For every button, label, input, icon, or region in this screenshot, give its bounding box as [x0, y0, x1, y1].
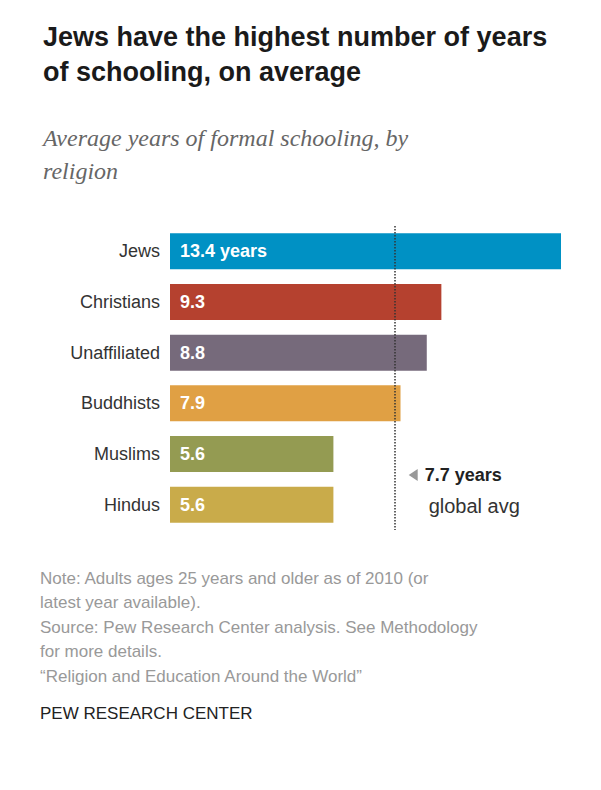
svg-text:8.8: 8.8	[180, 343, 205, 363]
svg-text:Average years of formal school: Average years of formal schooling, by	[41, 125, 414, 151]
svg-text:7.7 years: 7.7 years	[425, 465, 502, 485]
svg-text:Note: Adults ages 25 years and: Note: Adults ages 25 years and older as …	[40, 569, 433, 588]
svg-text:latest year available).: latest year available).	[40, 593, 201, 612]
svg-text:for more details.: for more details.	[40, 642, 162, 661]
svg-text:Buddhists: Buddhists	[81, 393, 160, 413]
svg-text:“Religion and Education Around: “Religion and Education Around the World…	[40, 667, 362, 686]
svg-text:9.3: 9.3	[180, 292, 205, 312]
svg-text:global avg: global avg	[429, 495, 520, 517]
svg-text:of schooling, on average: of schooling, on average	[43, 57, 361, 87]
svg-text:religion: religion	[43, 158, 118, 184]
svg-text:Jews have the highest number o: Jews have the highest number of years	[43, 22, 555, 52]
svg-text:13.4 years: 13.4 years	[180, 241, 267, 261]
svg-text:Christians: Christians	[80, 292, 160, 312]
svg-text:Unaffiliated: Unaffiliated	[70, 343, 160, 363]
svg-text:5.6: 5.6	[180, 444, 205, 464]
svg-text:Source: Pew Research Center an: Source: Pew Research Center analysis. Se…	[40, 618, 482, 637]
svg-text:Hindus: Hindus	[104, 495, 160, 515]
svg-text:Muslims: Muslims	[94, 444, 160, 464]
svg-text:Jews: Jews	[119, 241, 160, 261]
svg-text:PEW RESEARCH CENTER: PEW RESEARCH CENTER	[40, 704, 253, 723]
svg-text:7.9: 7.9	[180, 393, 205, 413]
svg-text:5.6: 5.6	[180, 495, 205, 515]
